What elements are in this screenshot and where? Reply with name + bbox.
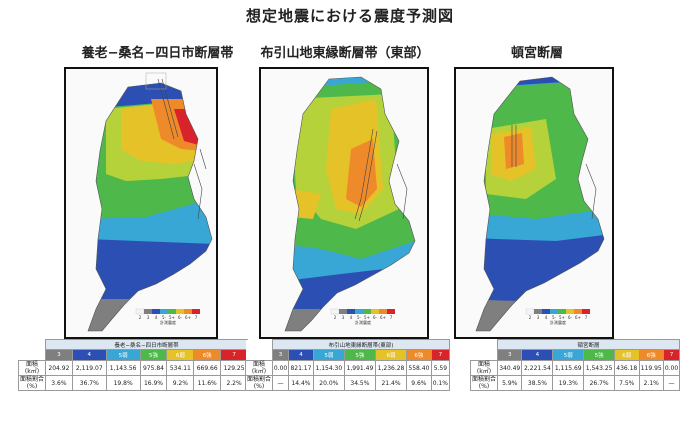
svg-text:6-: 6- (178, 315, 183, 320)
level-3: 3 (271, 349, 290, 361)
level-5-low: 5弱 (312, 349, 345, 361)
svg-text:3: 3 (342, 315, 345, 320)
table-title: 頓宮断層 (497, 339, 680, 350)
svg-text:5+: 5+ (169, 315, 175, 320)
area-table-panel-3: 頓宮断層 3 4 5弱 5強 6弱 6強 7 面積 (k㎡) 340.49 2,2… (470, 339, 681, 391)
table-row-area: 面積 (k㎡) 0.00 821.17 1,154.30 1,991.49 1,2… (245, 360, 451, 376)
svg-text:5-: 5- (162, 315, 167, 320)
svg-text:5+: 5+ (364, 315, 370, 320)
svg-text:4: 4 (155, 315, 158, 320)
area-table-panel-2: 布引山地東縁断層帯(東部) 3 4 5弱 5強 6弱 6強 7 面積 (k㎡) 0… (245, 339, 451, 391)
svg-text:6-: 6- (568, 315, 573, 320)
level-6-high: 6強 (406, 349, 432, 361)
panel-title: 養老−桑名−四日市断層帯 (81, 46, 234, 61)
svg-text:4: 4 (350, 315, 353, 320)
level-7: 7 (220, 349, 248, 361)
svg-text:7: 7 (585, 315, 588, 320)
svg-text:3: 3 (147, 315, 150, 320)
shake-intensity-zones (88, 83, 212, 331)
level-4: 4 (288, 349, 314, 361)
svg-text:3: 3 (537, 315, 540, 320)
svg-text:計測震度: 計測震度 (160, 319, 176, 325)
level-7: 7 (430, 349, 451, 361)
intensity-map: 2 3 4 5- 5+ 6- 6+ 7 計測震度 (454, 67, 614, 339)
svg-text:2: 2 (139, 315, 142, 320)
table-row-area: 面積 (k㎡) 204.92 2,119.07 1,143.56 975.84 5… (18, 360, 248, 376)
svg-text:6+: 6+ (380, 315, 386, 320)
table-row-ratio: 面積割合 (%) 3.6% 36.7% 19.8% 16.9% 9.2% 11.6… (18, 375, 248, 391)
level-3: 3 (45, 349, 73, 361)
panel-title: 頓宮断層 (510, 46, 563, 61)
level-6-low: 6弱 (166, 349, 195, 361)
svg-text:5-: 5- (357, 315, 362, 320)
level-5-high: 5強 (343, 349, 376, 361)
intensity-map: 2 3 4 5- 5+ 6- 6+ 7 計測震度 (64, 67, 218, 339)
level-7: 7 (662, 349, 681, 361)
page-title: 想定地震における震度予測図 (245, 7, 454, 25)
svg-text:2: 2 (529, 315, 532, 320)
svg-text:7: 7 (195, 315, 198, 320)
table-row-area: 面積 (k㎡) 340.49 2,221.54 1,115.69 1,543.25… (470, 360, 681, 376)
svg-text:6+: 6+ (185, 315, 191, 320)
level-6-high: 6強 (638, 349, 664, 361)
panel-nunobiki-sanchi-toen: 布引山地東縁断層帯（東部） (255, 44, 435, 339)
svg-text:4: 4 (545, 315, 548, 320)
svg-text:6-: 6- (373, 315, 378, 320)
shake-intensity-zones (285, 77, 415, 331)
intensity-legend: 2 3 4 5- 5+ 6- 6+ 7 計測震度 (525, 308, 590, 325)
level-6-high: 6強 (193, 349, 222, 361)
table-row-ratio: 面積割合 (%) 5.9% 38.5% 19.3% 26.7% 7.5% 2.1%… (470, 375, 681, 391)
level-4: 4 (71, 349, 107, 361)
intensity-legend: 2 3 4 5- 5+ 6- 6+ 7 計測震度 (135, 308, 200, 325)
svg-text:計測震度: 計測震度 (550, 319, 566, 325)
svg-text:6+: 6+ (575, 315, 581, 320)
area-table-panel-1: 養老−桑名−四日市断層帯 3 4 5弱 5強 6弱 6強 7 面積 (k㎡) 20… (18, 339, 248, 391)
table-row-ratio: 面積割合 (%) — 14.4% 20.0% 34.5% 21.4% 9.6% 0… (245, 375, 451, 391)
shake-intensity-zones (476, 77, 604, 331)
level-5-high: 5強 (583, 349, 616, 361)
table-title: 布引山地東縁断層帯(東部) (272, 339, 450, 350)
level-6-low: 6弱 (614, 349, 640, 361)
level-3: 3 (496, 349, 523, 361)
svg-text:7: 7 (390, 315, 393, 320)
level-6-low: 6弱 (374, 349, 408, 361)
panel-tongu-fault: 頓宮断層 (452, 44, 622, 339)
svg-text:計測震度: 計測震度 (355, 319, 371, 325)
panel-title: 布引山地東縁断層帯（東部） (260, 46, 430, 61)
intensity-map: 2 3 4 5- 5+ 6- 6+ 7 計測震度 (259, 67, 429, 339)
intensity-legend: 2 3 4 5- 5+ 6- 6+ 7 計測震度 (330, 308, 395, 325)
svg-text:2: 2 (334, 315, 337, 320)
level-5-low: 5弱 (105, 349, 141, 361)
panel-yoro-kuwana-yokkaichi: 養老−桑名−四日市断層帯 (55, 44, 260, 339)
table-title: 養老−桑名−四日市断層帯 (45, 339, 248, 350)
level-5-low: 5弱 (552, 349, 585, 361)
svg-text:5+: 5+ (559, 315, 565, 320)
level-4: 4 (521, 349, 554, 361)
level-5-high: 5強 (139, 349, 168, 361)
svg-text:5-: 5- (552, 315, 557, 320)
